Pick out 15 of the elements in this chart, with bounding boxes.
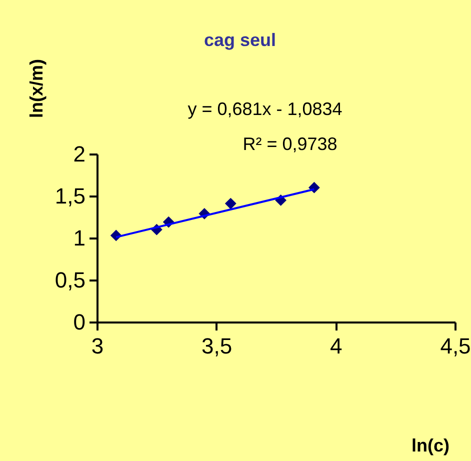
x-tick-label: 3 (91, 334, 104, 358)
x-tick-label: 3,5 (202, 334, 232, 358)
x-tick-label: 4 (330, 334, 342, 358)
y-tick-label: 0,5 (54, 268, 86, 292)
x-axis-title: ln(c) (412, 436, 450, 456)
chart-title: cag seul (204, 30, 276, 50)
x-tick-label: 4,5 (440, 334, 471, 358)
y-tick-label: 1 (73, 226, 86, 250)
y-tick-label: 1,5 (54, 184, 86, 208)
y-tick-label: 2 (73, 142, 86, 166)
text: R² = 0,9738 (242, 134, 338, 154)
point (224, 198, 236, 210)
y-axis-title: ln(x/m) (26, 58, 46, 118)
text: y = 0,681x - 1,0834 (188, 99, 342, 119)
y-tick-label: 0 (73, 310, 86, 334)
